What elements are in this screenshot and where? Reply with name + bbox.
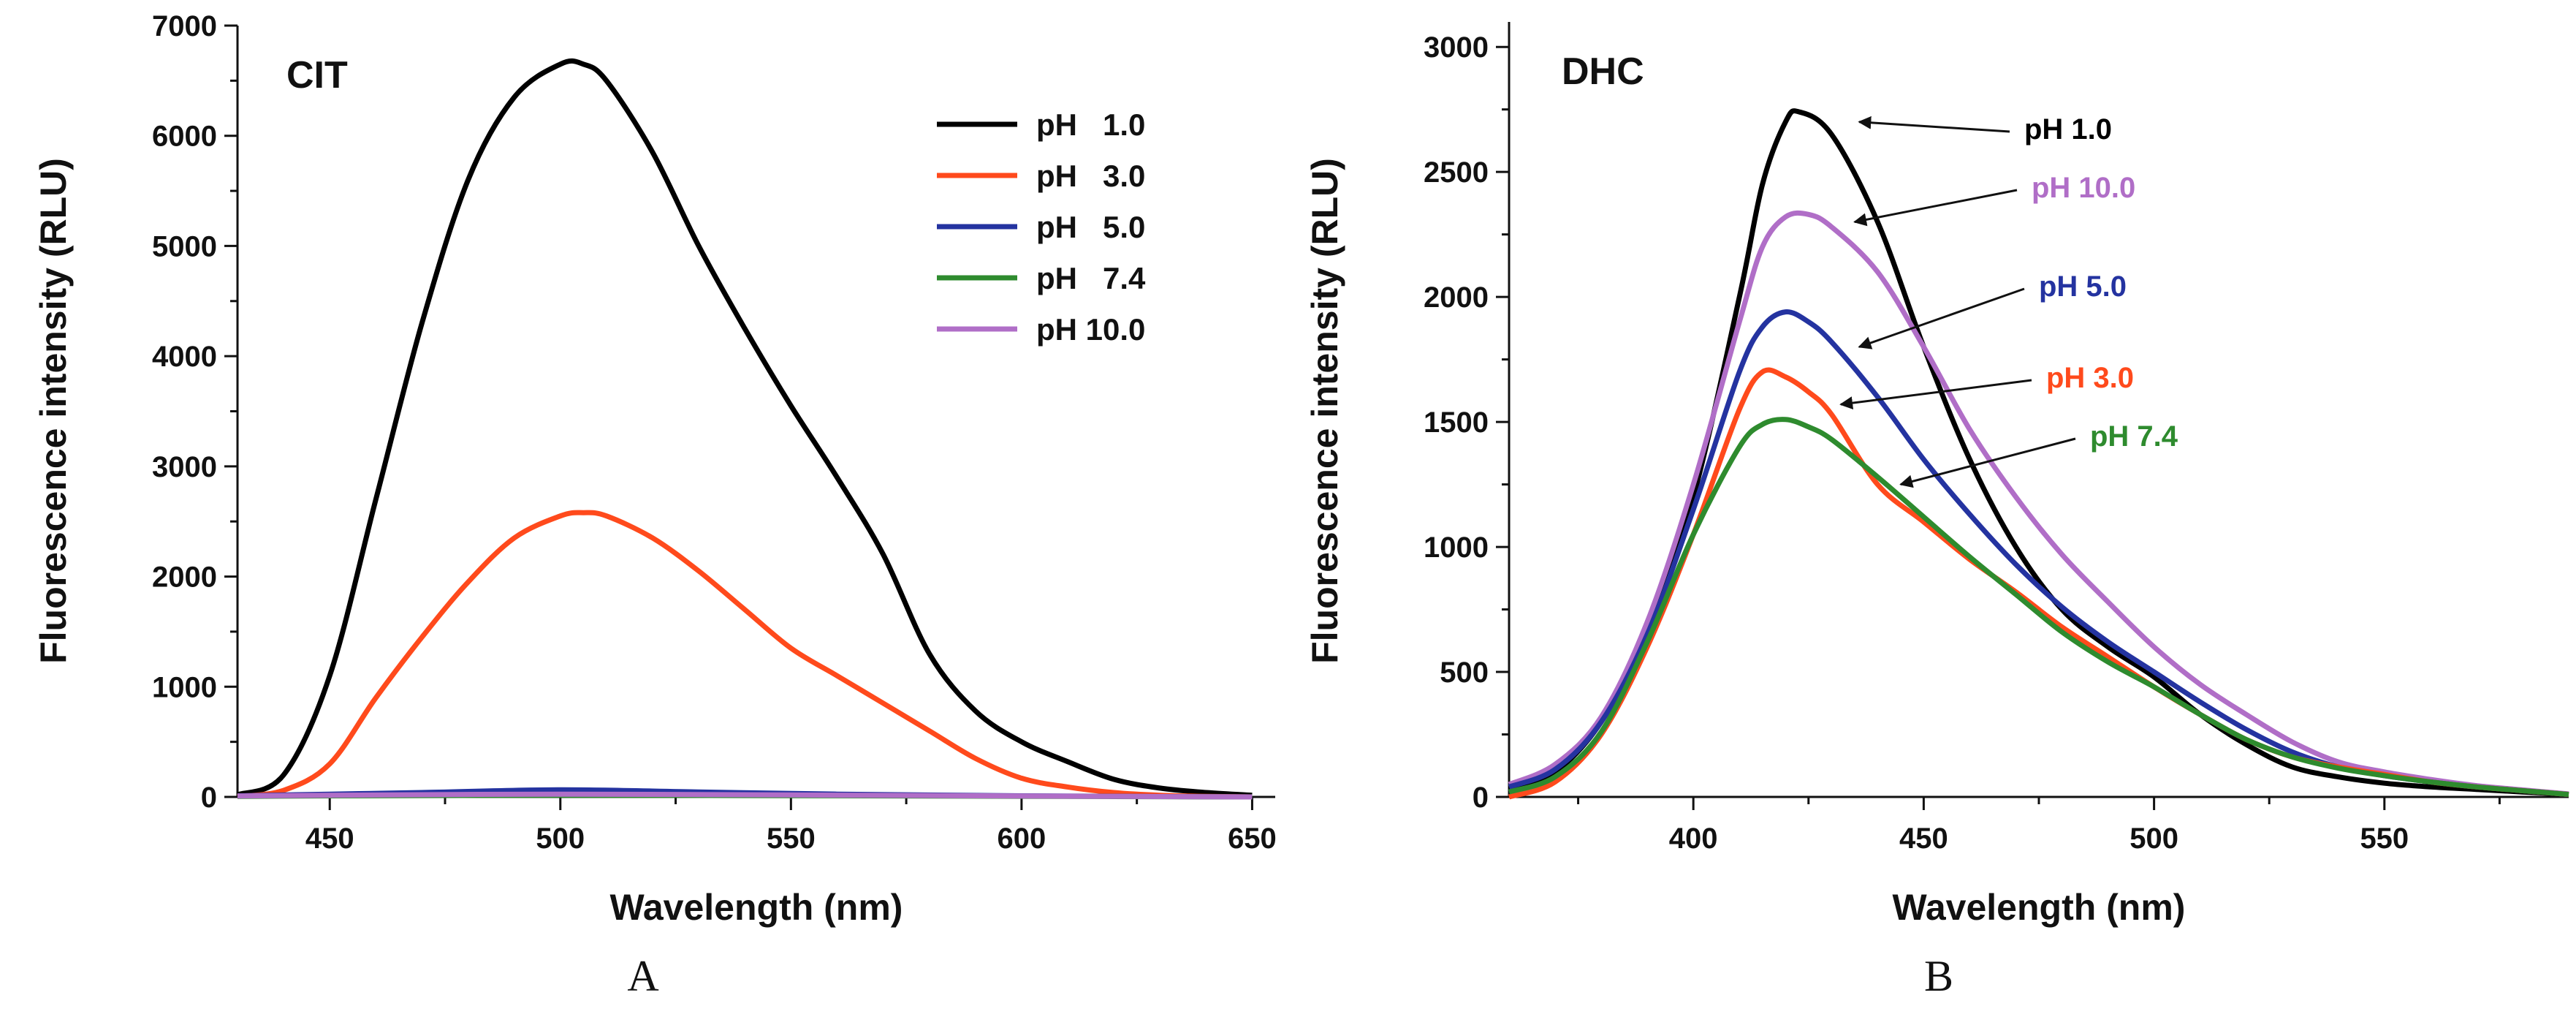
annotation-label: pH 1.0 [2024, 113, 2112, 145]
annotation-arrow [1899, 437, 2076, 488]
y-tick-label: 2000 [152, 562, 217, 594]
annotation-arrow [1858, 287, 2025, 349]
series-line [1508, 309, 2569, 798]
series-line [1508, 417, 2569, 798]
y-tick-label: 0 [201, 782, 217, 814]
panel-A: 450 500 550 600 650 0 1000 2000 3000 4000 5000 6000… [33, 10, 1277, 1000]
y-tick-label: 6000 [152, 121, 217, 153]
x-tick-label: 550 [767, 823, 816, 855]
x-tick-label: 500 [2129, 823, 2178, 855]
y-tick-label: 3000 [1424, 31, 1489, 64]
annotation-label: pH 5.0 [2039, 271, 2127, 303]
legend-label: pH 5.0 [1036, 210, 1145, 244]
x-axis-label: Wavelength (nm) [610, 887, 903, 928]
x-tick-label: 650 [1228, 823, 1277, 855]
y-tick-label: 3000 [152, 451, 217, 483]
x-tick-label: 450 [305, 823, 354, 855]
annotation-label: pH 3.0 [2046, 362, 2134, 394]
series-line [237, 791, 1253, 800]
y-tick-label: 4000 [152, 341, 217, 373]
annotation-arrow [1853, 189, 2018, 227]
y-tick-label: 7000 [152, 10, 217, 42]
y-axis-label: Fluorescence intensity (RLU) [1304, 158, 1345, 664]
x-tick-label: 450 [1899, 823, 1948, 855]
series-line [1508, 210, 2569, 797]
legend-label: pH 1.0 [1036, 107, 1145, 142]
y-tick-label: 5000 [152, 230, 217, 262]
annotation-arrow [1858, 116, 2010, 133]
x-tick-label: 550 [2360, 823, 2409, 855]
y-axis-label: Fluorescence intensity (RLU) [33, 158, 74, 664]
legend-label: pH 10.0 [1036, 312, 1145, 347]
x-tick-label: 400 [1669, 823, 1718, 855]
legend-label: pH 7.4 [1036, 261, 1146, 295]
y-tick-label: 1000 [1424, 532, 1489, 564]
series-line [1508, 108, 2569, 798]
x-tick-label: 500 [536, 823, 585, 855]
y-tick-label: 500 [1440, 657, 1489, 689]
x-axis-label: Wavelength (nm) [1893, 887, 2186, 928]
y-tick-label: 2000 [1424, 281, 1489, 314]
y-tick-label: 2500 [1424, 156, 1489, 189]
panel-label: B [1924, 952, 1953, 1000]
annotation-label: pH 7.4 [2090, 420, 2178, 453]
panel-label: A [627, 952, 658, 1000]
legend-label: pH 3.0 [1036, 159, 1145, 193]
y-tick-label: 1500 [1424, 407, 1489, 439]
y-tick-label: 1000 [152, 671, 217, 703]
y-tick-label: 0 [1473, 782, 1489, 814]
series-line [237, 510, 1253, 800]
annotation-label: pH 10.0 [2032, 172, 2135, 204]
x-tick-label: 600 [998, 823, 1046, 855]
panel-title: DHC [1562, 50, 1644, 93]
series-line [236, 58, 1253, 798]
panel-title: CIT [286, 54, 348, 97]
panel-B: 400 450 500 550 0 500 1000 1500 2000 2500 3000 Wave… [1304, 22, 2569, 1000]
annotation-arrow [1839, 379, 2032, 410]
